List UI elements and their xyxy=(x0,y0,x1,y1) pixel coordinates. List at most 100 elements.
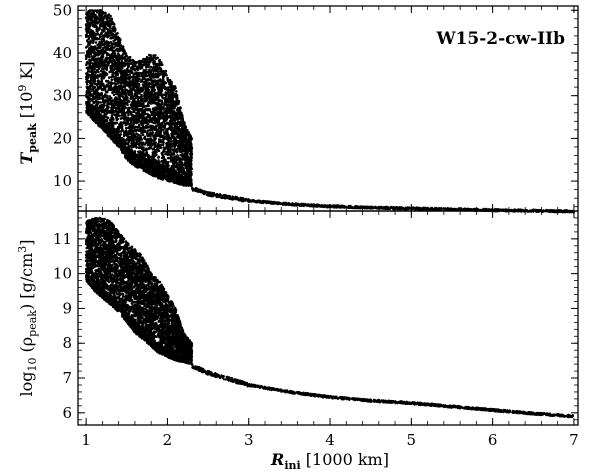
top-data-point xyxy=(151,84,155,88)
top-data-point xyxy=(105,42,108,45)
top-data-point xyxy=(99,32,103,36)
top-data-point xyxy=(111,56,114,59)
top-data-point xyxy=(126,108,130,111)
top-data-point xyxy=(95,33,98,36)
top-data-point xyxy=(182,127,185,130)
top-data-point xyxy=(153,158,156,161)
top-data-point xyxy=(103,29,106,33)
top-data-point xyxy=(100,54,104,57)
top-data-point xyxy=(100,107,104,111)
top-data-point xyxy=(108,95,112,98)
top-data-point xyxy=(110,36,113,40)
top-data-point xyxy=(140,121,143,124)
top-data-point xyxy=(104,90,108,94)
top-data-point xyxy=(108,25,112,28)
top-data-point xyxy=(131,130,135,133)
top-data-point xyxy=(120,45,124,48)
top-data-point xyxy=(114,34,117,37)
top-data-point xyxy=(116,117,119,121)
top-data-point xyxy=(129,95,133,98)
top-data-point xyxy=(87,26,91,30)
top-data-point xyxy=(107,88,110,92)
top-data-point xyxy=(159,89,162,93)
top-data-point xyxy=(172,91,175,94)
top-data-point xyxy=(111,121,114,124)
top-data-point xyxy=(170,148,174,151)
top-data-point xyxy=(114,103,118,107)
top-data-point xyxy=(111,62,114,66)
top-data-point xyxy=(174,138,178,141)
top-data-point xyxy=(100,40,104,44)
top-data-point xyxy=(163,160,166,163)
top-data-point xyxy=(150,101,153,105)
top-data-point xyxy=(158,58,161,62)
top-data-point xyxy=(173,132,176,136)
top-data-point xyxy=(171,156,174,159)
top-data-point xyxy=(144,154,148,157)
top-data-point xyxy=(159,125,163,128)
top-data-point xyxy=(168,147,171,151)
top-data-point xyxy=(139,136,143,140)
top-data-point xyxy=(153,145,157,148)
top-data-point xyxy=(104,11,107,15)
top-data-point xyxy=(98,96,101,99)
top-data-point xyxy=(166,149,170,153)
top-data-point xyxy=(156,123,160,126)
top-data-point xyxy=(157,156,160,159)
top-data-point xyxy=(116,37,119,41)
top-data-point xyxy=(146,60,150,64)
top-data-point xyxy=(157,127,160,130)
top-data-point xyxy=(86,86,89,89)
top-data-point xyxy=(142,69,146,72)
top-data-point xyxy=(107,76,111,79)
top-data-point xyxy=(100,14,103,17)
top-data-point xyxy=(142,83,145,87)
top-data-point xyxy=(105,79,108,83)
top-data-point xyxy=(150,58,154,62)
top-data-point xyxy=(106,102,109,105)
top-data-point xyxy=(129,62,133,65)
top-data-point xyxy=(106,99,109,103)
top-data-point xyxy=(176,150,179,153)
top-data-point xyxy=(149,74,153,78)
top-data-point xyxy=(128,56,132,59)
top-data-point xyxy=(86,70,90,73)
top-data-point xyxy=(119,87,123,91)
top-data-point xyxy=(137,120,140,123)
top-data-point xyxy=(85,35,88,38)
top-data-point xyxy=(121,75,124,79)
top-data-point xyxy=(138,150,142,153)
top-data-point xyxy=(113,71,117,75)
top-data-point xyxy=(139,60,142,63)
top-data-point xyxy=(97,101,100,104)
top-data-point xyxy=(92,46,96,50)
top-data-point xyxy=(96,51,99,54)
top-data-point xyxy=(139,129,142,132)
top-data-point xyxy=(161,102,164,106)
top-data-point xyxy=(120,114,123,117)
top-data-point xyxy=(179,116,182,120)
top-data-point xyxy=(95,20,98,23)
top-data-point xyxy=(162,146,165,149)
top-data-point xyxy=(154,131,158,135)
top-data-point xyxy=(131,99,135,102)
top-data-point xyxy=(134,107,137,110)
top-data-point xyxy=(180,139,184,143)
top-data-point xyxy=(171,105,175,109)
top-data-point xyxy=(140,93,143,97)
top-data-point xyxy=(96,9,99,12)
top-data-point xyxy=(176,121,180,125)
top-data-point xyxy=(95,28,98,31)
top-data-point xyxy=(111,111,114,115)
top-data-point xyxy=(123,63,127,67)
top-data-point xyxy=(131,84,134,87)
top-data-point xyxy=(168,82,171,86)
top-data-point xyxy=(120,110,123,113)
top-data-point xyxy=(154,82,158,85)
top-data-point xyxy=(178,141,181,144)
top-data-point xyxy=(154,72,158,76)
top-data-point xyxy=(88,9,92,12)
top-data-point xyxy=(157,130,160,134)
top-data-point xyxy=(92,95,95,99)
